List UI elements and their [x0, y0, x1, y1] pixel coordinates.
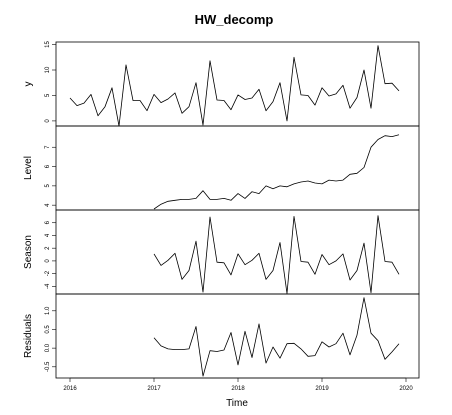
panel-y-label: Residuals [23, 314, 34, 358]
y-tick-label: 4 [45, 203, 51, 207]
panel-frame [55, 209, 420, 295]
panel-frame [55, 293, 420, 379]
x-tick-label: 2019 [315, 386, 329, 392]
y-tick-label: 15 [45, 41, 51, 48]
panel-season: -4 -2 0 2 4 6 Season [23, 209, 420, 295]
x-tick-label: 2018 [231, 386, 245, 392]
y-tick-label: 5 [45, 93, 51, 97]
y-tick-label: 6 [45, 164, 51, 168]
x-tick-label: 2016 [63, 386, 77, 392]
y-tick-label: 0 [45, 259, 51, 263]
y-tick-label: 1.0 [45, 306, 51, 315]
panels-group: 0 5 10 15 y 4 5 6 7 Level -4 -2 0 2 4 6 Season -0.5 0.0 0.5… [23, 41, 420, 379]
panel-y-label: Level [23, 156, 34, 180]
x-tick-label: 2020 [399, 386, 413, 392]
y-tick-label: -2 [45, 270, 51, 276]
series-line-level [153, 134, 400, 210]
y-tick-label: 4 [45, 233, 51, 237]
series-line-y [69, 45, 400, 127]
chart-title: HW_decomp [195, 12, 274, 27]
series-line-residuals [153, 297, 400, 377]
panel-y-label: Season [23, 235, 34, 269]
y-tick-label: 2 [45, 246, 51, 250]
y-tick-label: 10 [45, 66, 51, 73]
y-tick-label: -4 [45, 283, 51, 289]
panel-frame [55, 125, 420, 211]
y-tick-label: 0.0 [45, 343, 51, 352]
panel-y-label: y [23, 82, 34, 87]
y-tick-label: -0.5 [45, 361, 51, 372]
x-axis-label: Time [226, 398, 248, 409]
panel-y: 0 5 10 15 y [23, 41, 420, 127]
x-axis: 2016 2017 2018 2019 2020 [63, 377, 413, 392]
x-tick-label: 2017 [147, 386, 161, 392]
y-tick-label: 5 [45, 184, 51, 188]
y-tick-label: 6 [45, 220, 51, 224]
panel-level: 4 5 6 7 Level [23, 125, 420, 211]
series-line-season [153, 215, 400, 294]
y-tick-label: 0 [45, 119, 51, 123]
panel-frame [55, 41, 420, 127]
y-tick-label: 0.5 [45, 325, 51, 334]
panel-residuals: -0.5 0.0 0.5 1.0 Residuals [23, 293, 420, 379]
y-tick-label: 7 [45, 145, 51, 149]
